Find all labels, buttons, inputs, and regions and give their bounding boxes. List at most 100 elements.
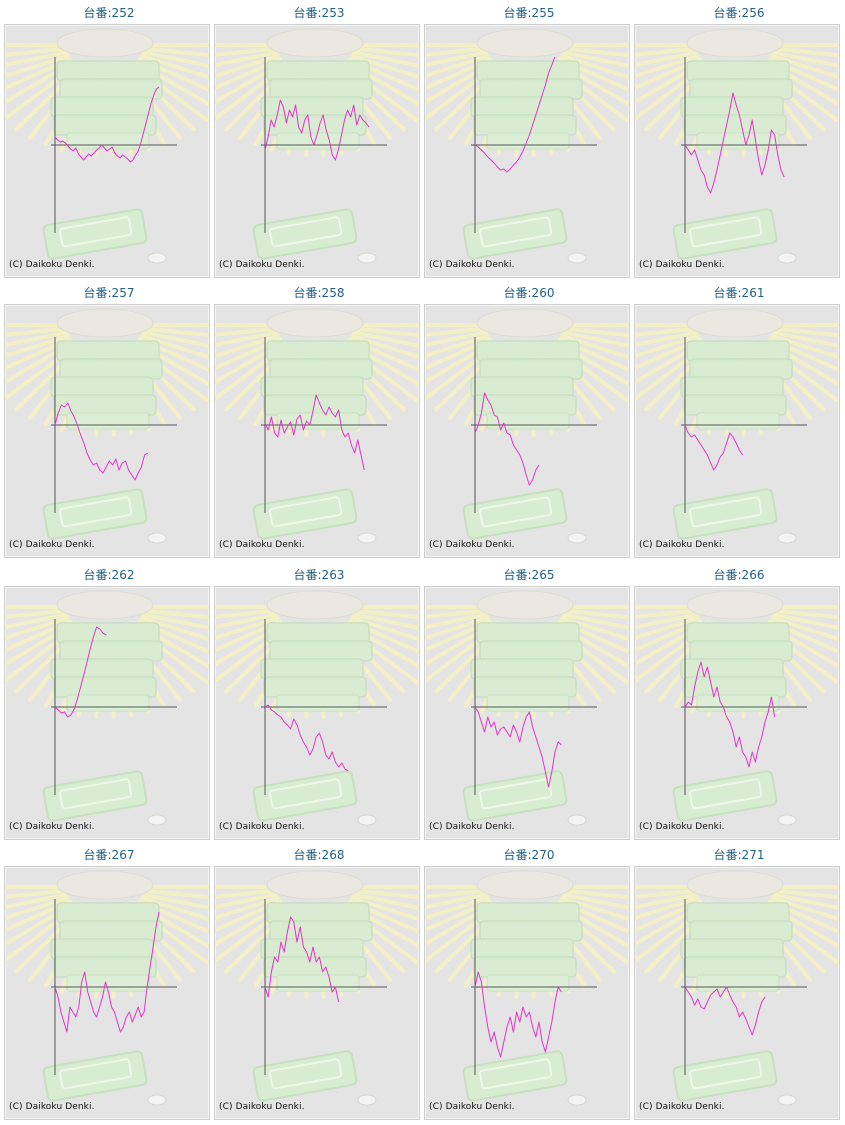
medal-decoration [567,532,587,544]
ray-decoration [425,608,488,619]
payout-series-line [54,911,160,1033]
pile-decoration [266,308,364,338]
medal-decoration [147,1094,167,1106]
ray-decoration [140,896,209,922]
ray-decoration [772,46,839,58]
ray-decoration [352,46,419,58]
machine-number-link[interactable]: 台番:268 [293,848,345,862]
ray-decoration [215,612,279,630]
ray-decoration [215,896,280,921]
machine-number-link[interactable]: 台番:256 [713,6,765,20]
ray-decoration [425,334,490,359]
line-chart [215,28,419,264]
machine-number-link[interactable]: 台番:267 [83,848,135,862]
tray-decoration [683,394,787,416]
tray-decoration [479,358,583,380]
background-art [425,308,629,544]
ray-decoration [635,892,699,910]
pile-decoration [686,28,784,58]
chart-panel: (C) Daikoku Denki. [4,304,210,558]
machine-number-link[interactable]: 台番:266 [713,568,765,582]
medal-decoration [777,252,797,264]
tray-decoration [680,376,784,398]
tray-decoration [473,114,577,136]
ray-decoration [425,50,489,68]
machine-number-link[interactable]: 台番:263 [293,568,345,582]
ray-decoration [215,46,278,57]
ray-decoration [425,612,489,630]
ray-decoration [772,888,839,900]
pile-decoration [686,308,784,338]
ray-decoration [771,892,839,910]
machine-number-link[interactable]: 台番:260 [503,286,555,300]
tray-decoration [269,78,373,100]
ray-decoration [560,54,629,80]
machine-number-link[interactable]: 台番:255 [503,6,555,20]
tray-decoration [470,658,574,680]
tray-decoration [56,60,160,82]
line-chart [215,308,419,544]
ray-decoration [215,608,278,619]
tray-decoration [476,60,580,82]
medal-decoration [567,814,587,826]
machine-chart-card: 台番:257 (C) Daikoku Denki. [4,280,214,558]
ray-decoration [425,330,489,348]
ray-decoration [635,334,700,359]
ray-decoration [351,892,419,910]
ray-decoration [215,326,278,337]
medal-decoration [357,252,377,264]
machine-number-link[interactable]: 台番:258 [293,286,345,300]
payout-series-line [474,971,562,1058]
machine-number-link[interactable]: 台番:252 [83,6,135,20]
ray-decoration [635,330,699,348]
ray-decoration [771,612,839,630]
box-inner-decoration [59,216,133,248]
machine-number-link[interactable]: 台番:265 [503,568,555,582]
tray-decoration [53,956,157,978]
tray-decoration [263,956,367,978]
tray-decoration [50,658,154,680]
machine-number-link[interactable]: 台番:261 [713,286,765,300]
machine-chart-card: 台番:270 (C) Daikoku Denki. [424,842,634,1120]
tray-decoration [53,114,157,136]
ray-decoration [351,50,419,68]
tray-decoration [473,394,577,416]
tray-decoration [689,358,793,380]
ray-decoration [351,612,419,630]
payout-series-line [54,402,149,481]
machine-number-link[interactable]: 台番:270 [503,848,555,862]
ray-decoration [350,54,419,80]
line-chart [635,590,839,826]
tray-decoration [56,340,160,362]
tray-decoration [269,358,373,380]
tray-decoration [260,376,364,398]
pile-decoration [476,590,574,620]
chart-panel: (C) Daikoku Denki. [424,586,630,840]
tray-decoration [473,956,577,978]
copyright-label: (C) Daikoku Denki. [9,1102,95,1112]
machine-number-link[interactable]: 台番:271 [713,848,765,862]
line-chart [635,28,839,264]
medal-decoration [357,532,377,544]
chart-panel: (C) Daikoku Denki. [634,304,840,558]
machine-number-link[interactable]: 台番:262 [83,568,135,582]
machine-chart-card: 台番:253 (C) Daikoku Denki. [214,0,424,278]
machine-number-link[interactable]: 台番:257 [83,286,135,300]
tray-decoration [66,132,150,150]
background-art [635,590,839,826]
pile-decoration [476,870,574,900]
ray-decoration [560,334,629,360]
chart-panel: (C) Daikoku Denki. [424,866,630,1120]
tray-decoration [260,938,364,960]
tray-decoration [276,412,360,430]
tray-decoration [276,132,360,150]
ray-decoration [350,896,419,922]
ray-decoration [772,326,839,338]
tray-decoration [59,640,163,662]
background-art [5,590,209,826]
machine-number-link[interactable]: 台番:253 [293,6,345,20]
box-inner-decoration [269,496,343,528]
copyright-label: (C) Daikoku Denki. [429,260,515,270]
line-chart [215,590,419,826]
tray-decoration [260,658,364,680]
